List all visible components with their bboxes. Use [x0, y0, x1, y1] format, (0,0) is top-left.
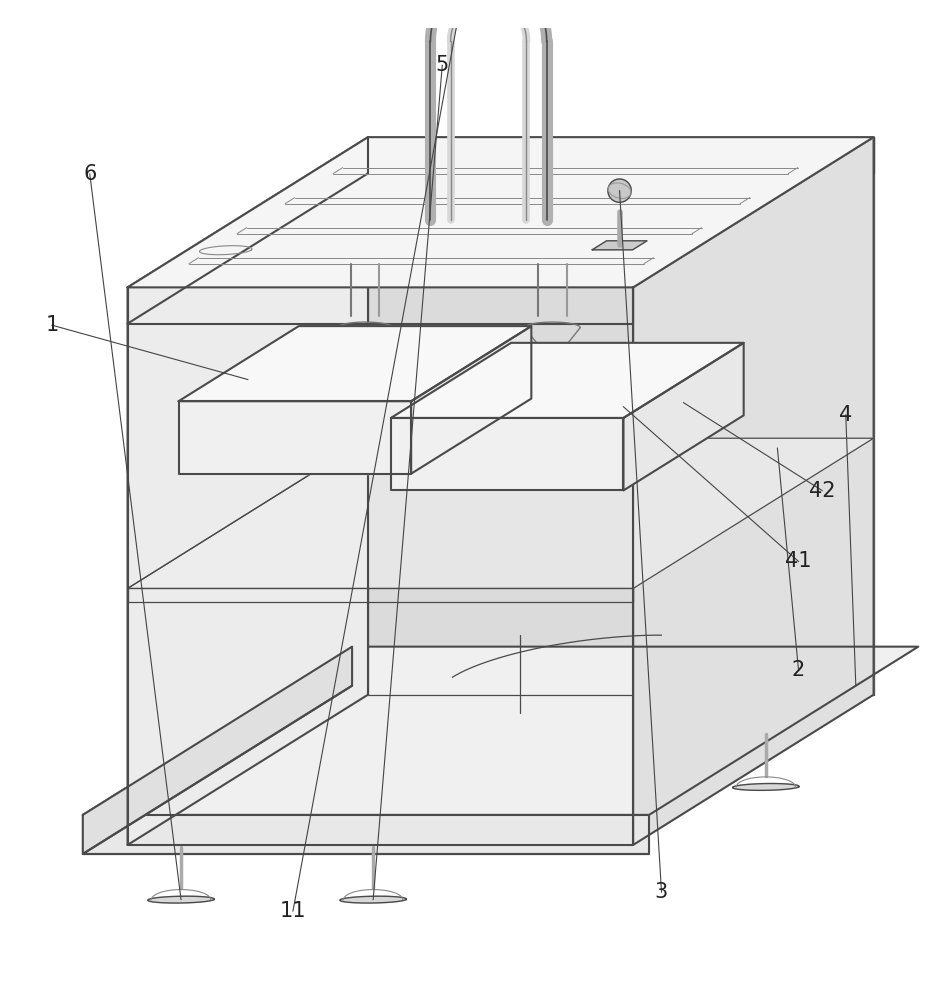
Polygon shape [83, 647, 918, 815]
Polygon shape [367, 137, 872, 695]
Polygon shape [411, 326, 531, 474]
Polygon shape [127, 137, 872, 287]
Polygon shape [178, 326, 531, 401]
Text: 42: 42 [808, 481, 834, 501]
Text: 11: 11 [279, 901, 306, 921]
Polygon shape [391, 343, 743, 418]
Polygon shape [147, 896, 214, 903]
Polygon shape [127, 137, 367, 845]
Polygon shape [83, 647, 352, 854]
Text: 4: 4 [838, 405, 851, 425]
Text: 3: 3 [654, 882, 667, 902]
Text: 41: 41 [784, 551, 811, 571]
Polygon shape [340, 896, 406, 903]
Text: 1: 1 [45, 315, 59, 335]
Polygon shape [592, 241, 647, 250]
Polygon shape [127, 438, 872, 588]
Polygon shape [391, 418, 623, 490]
Polygon shape [83, 815, 649, 854]
Polygon shape [732, 784, 799, 790]
Text: 2: 2 [791, 660, 804, 680]
Circle shape [607, 179, 631, 202]
Text: 6: 6 [83, 164, 96, 184]
Polygon shape [623, 343, 743, 490]
Polygon shape [178, 401, 411, 474]
Polygon shape [632, 137, 872, 845]
Text: 5: 5 [435, 55, 448, 75]
